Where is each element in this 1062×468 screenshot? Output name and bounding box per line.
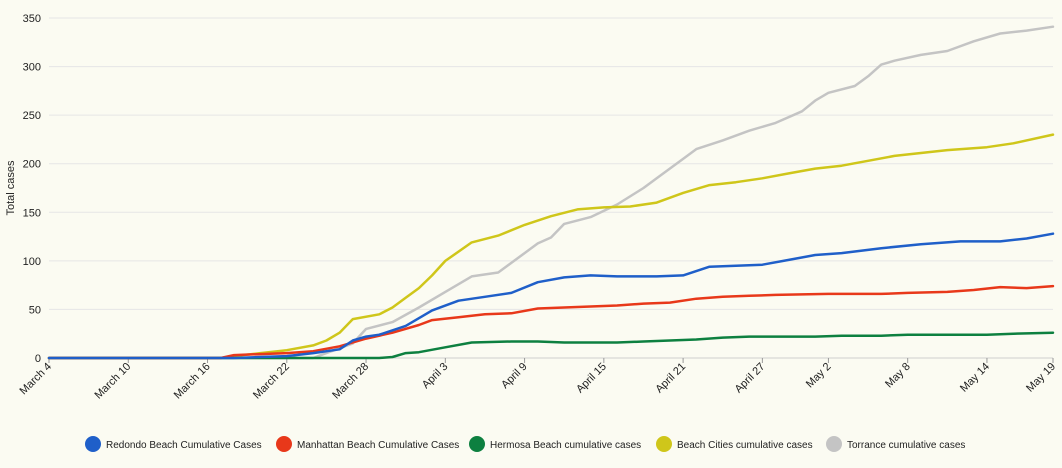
series-line[interactable] [47, 232, 1055, 360]
x-axis-ticks: March 4 March 10 March 16 March 22 March 28 A… [18, 358, 1058, 402]
series-line[interactable] [47, 284, 1055, 360]
x-tick-label: May 2 [804, 361, 834, 391]
x-tick-label: April 27 [733, 361, 768, 396]
x-tick-label: March 28 [330, 361, 371, 402]
legend-swatch [276, 436, 292, 452]
legend-item[interactable]: Beach Cities cumulative cases [656, 436, 813, 452]
legend-label: Redondo Beach Cumulative Cases [106, 440, 262, 451]
y-tick-label: 50 [29, 304, 41, 316]
y-tick-label: 100 [23, 256, 41, 268]
series-lines [47, 25, 1055, 360]
y-axis-ticks: 0 50 100 150 200 250 300 350 [23, 13, 41, 365]
legend-item[interactable]: Torrance cumulative cases [826, 436, 965, 452]
series-line[interactable] [47, 331, 1055, 360]
series-line[interactable] [47, 25, 1055, 360]
y-tick-label: 150 [23, 207, 41, 219]
y-tick-label: 300 [23, 62, 41, 74]
x-tick-label: May 19 [1024, 361, 1058, 395]
y-tick-label: 250 [23, 110, 41, 122]
x-tick-label: March 16 [172, 361, 213, 402]
grid-lines [49, 17, 1053, 359]
legend-label: Beach Cities cumulative cases [677, 440, 813, 451]
x-tick-label: April 3 [420, 361, 451, 392]
legend-label: Manhattan Beach Cumulative Cases [297, 440, 459, 451]
x-tick-label: May 14 [958, 361, 992, 395]
y-tick-label: 350 [23, 13, 41, 25]
y-tick-label: 0 [35, 353, 41, 365]
legend-swatch [469, 436, 485, 452]
y-tick-label: 200 [23, 159, 41, 171]
legend-label: Hermosa Beach cumulative cases [490, 440, 641, 451]
y-axis-title: Total cases [5, 160, 17, 216]
x-tick-label: April 9 [499, 361, 530, 392]
x-tick-label: March 22 [251, 361, 292, 402]
legend-item[interactable]: Redondo Beach Cumulative Cases [85, 436, 262, 452]
series-line[interactable] [47, 133, 1055, 360]
x-tick-label: March 4 [18, 361, 55, 398]
x-tick-label: April 21 [653, 361, 688, 396]
legend-swatch [656, 436, 672, 452]
x-tick-label: March 10 [92, 361, 133, 402]
legend-swatch [826, 436, 842, 452]
x-tick-label: May 8 [883, 361, 913, 391]
legend[interactable]: Redondo Beach Cumulative Cases Manhattan … [85, 436, 965, 452]
legend-item[interactable]: Manhattan Beach Cumulative Cases [276, 436, 459, 452]
legend-swatch [85, 436, 101, 452]
x-tick-label: April 15 [574, 361, 609, 396]
legend-label: Torrance cumulative cases [847, 440, 965, 451]
legend-item[interactable]: Hermosa Beach cumulative cases [469, 436, 641, 452]
